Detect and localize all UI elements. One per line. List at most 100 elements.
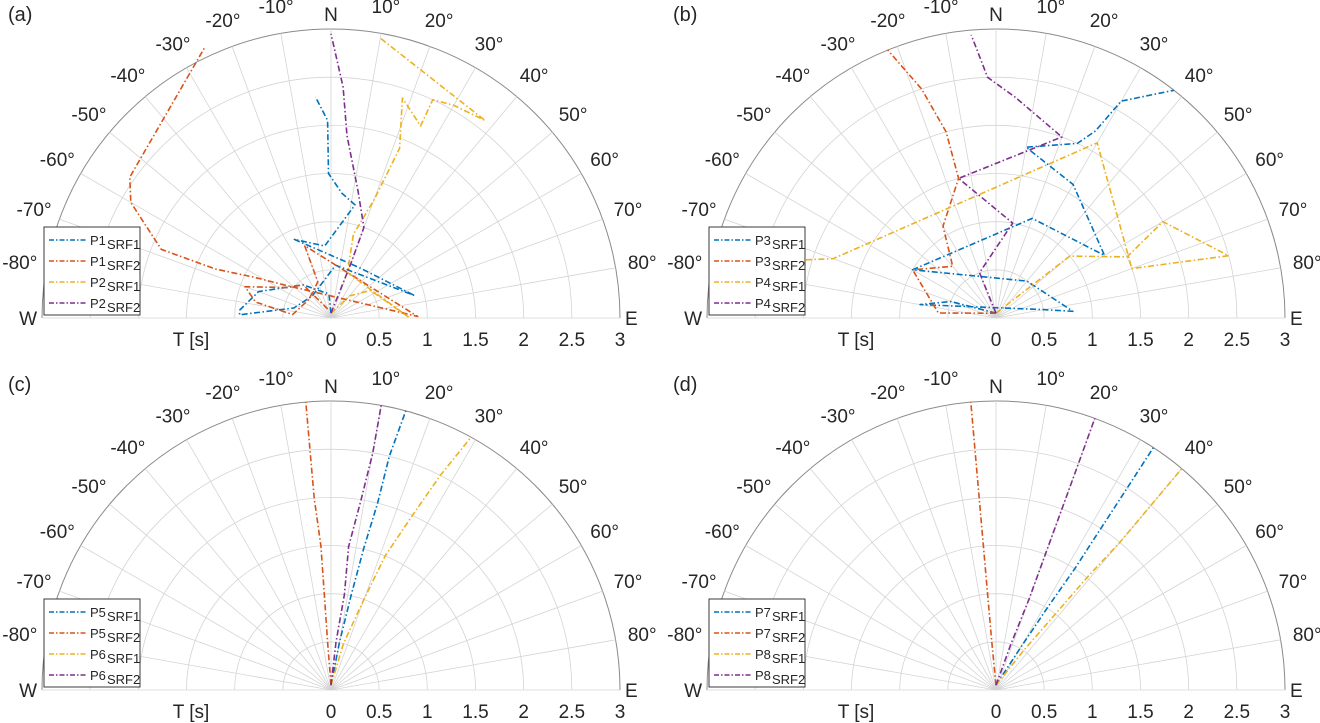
- polar-grid-spoke: [330, 267, 616, 319]
- legend-entry-subscript: SRF2: [107, 300, 140, 315]
- legend-box: [708, 226, 806, 316]
- angle-tick-label: 80°: [1293, 625, 1320, 646]
- legend-entry-subscript: SRF2: [772, 672, 805, 687]
- series-line-p6-srf2: [330, 405, 382, 686]
- legend-entry-subscript: SRF2: [772, 300, 805, 315]
- angle-tick-label: 80°: [1293, 253, 1320, 274]
- series-line-p4-srf1: [711, 142, 1230, 314]
- angle-tick-label: 60°: [590, 522, 619, 543]
- series-line-p2-srf2: [330, 33, 365, 314]
- radial-tick-label: 2.5: [1224, 702, 1250, 723]
- series-line-p1-srf2: [129, 46, 419, 318]
- radial-tick-label: 3: [615, 702, 626, 723]
- angle-tick-label: 70°: [1279, 200, 1308, 221]
- angle-tick-label: 60°: [590, 150, 619, 171]
- polar-grid-spoke: [995, 468, 1183, 691]
- west-label: W: [19, 681, 37, 702]
- east-label: E: [625, 309, 638, 330]
- radial-tick-label: 2.5: [1224, 330, 1250, 351]
- polar-grid-spoke: [809, 96, 997, 319]
- polar-grid-spoke: [774, 503, 997, 691]
- angle-tick-label: -40°: [775, 438, 810, 459]
- angle-tick-label: -70°: [682, 572, 717, 593]
- legend-entry-subscript: SRF1: [772, 651, 805, 666]
- angle-tick-label: -60°: [40, 522, 75, 543]
- angle-tick-label: -10°: [259, 369, 294, 390]
- angle-tick-label: 30°: [475, 406, 504, 427]
- angle-tick-label: 60°: [1255, 150, 1284, 171]
- radial-tick-label: 2.5: [559, 330, 585, 351]
- angle-tick-label: -80°: [667, 625, 702, 646]
- polar-grid-spoke: [995, 545, 1247, 691]
- legend-entry-name: P4: [755, 296, 771, 311]
- panel-label: (c): [8, 374, 31, 396]
- angle-tick-label: 70°: [1279, 572, 1308, 593]
- radial-tick-label: 1: [1087, 702, 1098, 723]
- polar-grid-spoke: [330, 503, 553, 691]
- polar-grid-spoke: [995, 439, 1141, 691]
- radial-tick-label: 3: [1280, 702, 1291, 723]
- angle-tick-label: -10°: [924, 0, 959, 18]
- radial-tick-label: 0: [991, 330, 1002, 351]
- legend-entry-subscript: SRF2: [107, 258, 140, 273]
- angle-tick-label: -70°: [682, 200, 717, 221]
- radial-tick-label: 2: [518, 330, 529, 351]
- series-line-p5-srf2: [305, 402, 332, 686]
- legend-entry-subscript: SRF1: [772, 279, 805, 294]
- polar-grid-spoke: [144, 468, 332, 691]
- polar-grid-spoke: [995, 503, 1218, 691]
- radial-tick-label: 3: [615, 330, 626, 351]
- legend-entry-name: P5: [90, 605, 106, 620]
- series-line-p4-srf2: [957, 34, 1063, 314]
- polar-grid-spoke: [945, 405, 997, 691]
- north-label: N: [324, 5, 338, 26]
- radial-tick-label: 3: [1280, 330, 1291, 351]
- angle-tick-label: -80°: [2, 253, 37, 274]
- angle-tick-label: -10°: [924, 369, 959, 390]
- angle-tick-label: -60°: [40, 150, 75, 171]
- angle-tick-label: -30°: [820, 406, 855, 427]
- polar-grid-spoke: [995, 96, 1183, 319]
- angle-tick-label: -50°: [71, 477, 106, 498]
- radial-tick-label: 0.5: [366, 702, 392, 723]
- radial-tick-label: 0.5: [1031, 330, 1057, 351]
- panel-label: (a): [8, 4, 32, 26]
- radial-tick-label: 1: [422, 702, 433, 723]
- polar-grid-spoke: [995, 590, 1268, 691]
- series-line-p8-srf1: [995, 468, 1183, 686]
- legend-entry-name: P5: [90, 626, 106, 641]
- polar-grid-spoke: [330, 545, 582, 691]
- series-line-p6-srf1: [330, 436, 472, 686]
- legend-entry-name: P7: [755, 626, 771, 641]
- polar-panel: -80°-70°-60°-50°-40°-30°-20°-10° 10°20°30…: [667, 369, 1320, 723]
- polar-grid-spoke: [330, 590, 603, 691]
- east-label: E: [625, 681, 638, 702]
- series-line-p8-srf2: [995, 418, 1096, 686]
- angle-tick-label: 50°: [1224, 105, 1253, 126]
- north-label: N: [989, 377, 1003, 398]
- polar-grid-spoke: [330, 218, 603, 319]
- radial-axis-label: T [s]: [173, 702, 210, 723]
- angle-tick-label: 50°: [1224, 477, 1253, 498]
- panel-label: (b): [673, 4, 697, 26]
- legend-entry-subscript: SRF1: [772, 237, 805, 252]
- polar-grid-spoke: [280, 33, 332, 319]
- polar-grid-spoke: [995, 33, 1047, 319]
- angle-tick-label: -30°: [820, 34, 855, 55]
- angle-tick-label: -40°: [110, 438, 145, 459]
- radial-tick-label: 0: [326, 330, 337, 351]
- angle-tick-label: 10°: [372, 0, 401, 18]
- radial-tick-label: 2: [1183, 702, 1194, 723]
- west-label: W: [684, 309, 702, 330]
- polar-grid-spoke: [809, 468, 997, 691]
- west-label: W: [684, 681, 702, 702]
- angle-tick-label: 20°: [425, 383, 454, 404]
- polar-grid-spoke: [745, 173, 997, 319]
- west-label: W: [19, 309, 37, 330]
- angle-tick-label: -20°: [205, 11, 240, 32]
- radial-tick-label: 0: [991, 702, 1002, 723]
- legend-entry-name: P7: [755, 605, 771, 620]
- polar-grid-spoke: [330, 439, 476, 691]
- legend-entry-subscript: SRF1: [107, 609, 140, 624]
- polar-grid-spoke: [995, 639, 1281, 691]
